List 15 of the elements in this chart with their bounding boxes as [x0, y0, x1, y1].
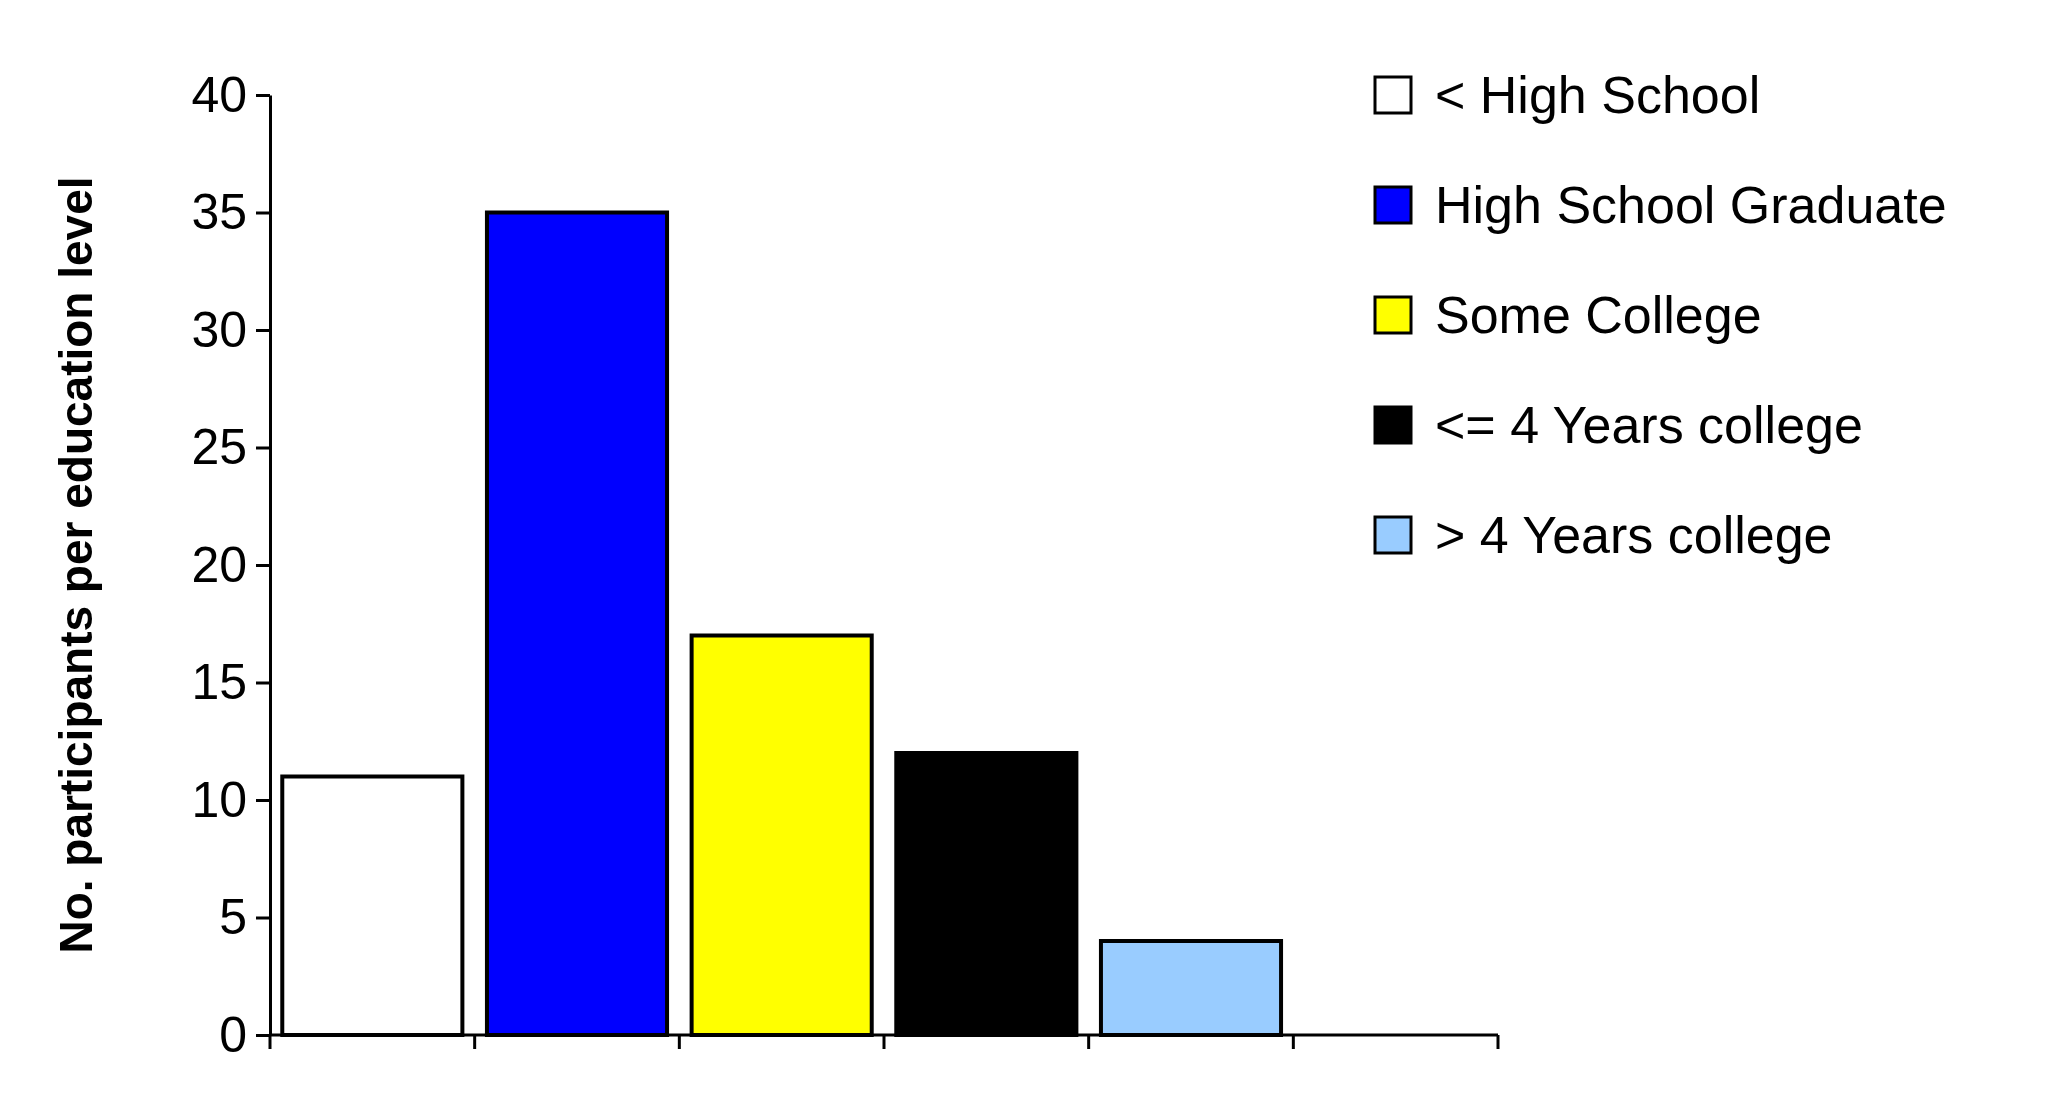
y-tick-label: 10: [191, 771, 247, 828]
y-axis-title: No. participants per education level: [50, 176, 102, 954]
y-tick-label: 15: [191, 654, 247, 710]
y-tick-label: 30: [191, 301, 247, 358]
y-tick-label: 35: [191, 184, 247, 240]
legend-label: High School Graduate: [1435, 176, 1947, 235]
y-tick-label: 40: [191, 66, 247, 123]
legend-label: Some College: [1435, 286, 1762, 345]
y-tick-label: 20: [191, 536, 247, 593]
y-tick-label: 25: [191, 419, 247, 475]
legend-label: > 4 Years college: [1435, 506, 1833, 565]
y-tick-label: 5: [219, 889, 247, 945]
legend-label: <= 4 Years college: [1435, 396, 1863, 455]
legend-label: < High School: [1435, 66, 1761, 125]
y-tick-label: 0: [219, 1006, 247, 1063]
